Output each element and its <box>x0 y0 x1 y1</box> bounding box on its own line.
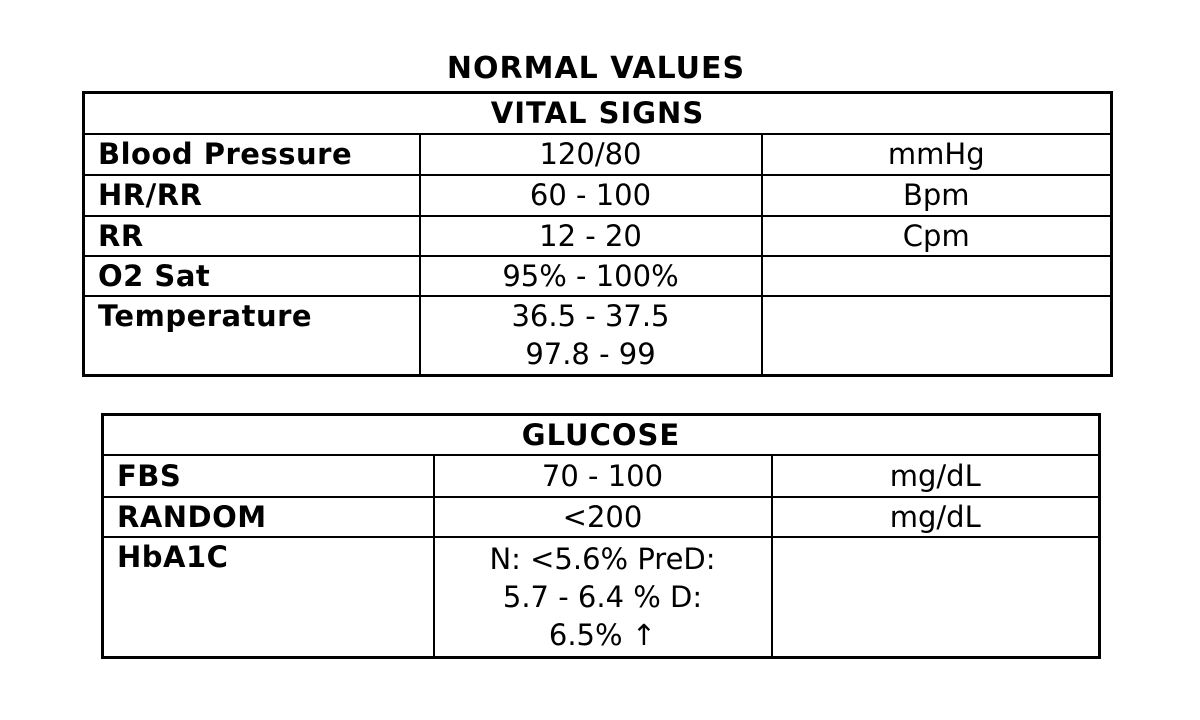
value-line: 97.8 - 99 <box>525 337 656 372</box>
value-line: 6.5% ↑ <box>548 617 657 652</box>
value-line: 5.7 - 6.4 % D: <box>502 579 703 614</box>
row-unit: mmHg <box>760 132 1113 176</box>
table-header-row: VITAL SIGNS <box>82 91 1113 135</box>
row-value: 60 - 100 <box>418 173 763 217</box>
table-row: RANDOM <200 mg/dL <box>101 496 1101 538</box>
row-unit <box>760 294 1113 377</box>
row-value: 12 - 20 <box>418 214 763 257</box>
row-value: N: <5.6% PreD: 5.7 - 6.4 % D: 6.5% ↑ <box>432 536 773 658</box>
table-row: Blood Pressure 120/80 mmHg <box>82 132 1113 176</box>
value-line: 36.5 - 37.5 <box>511 299 670 334</box>
row-unit: mg/dL <box>770 454 1101 498</box>
row-value: 36.5 - 37.5 97.8 - 99 <box>418 294 763 377</box>
row-label: HR/RR <box>82 173 421 217</box>
row-value: 120/80 <box>418 132 763 176</box>
row-value: 70 - 100 <box>432 454 773 498</box>
row-unit: Cpm <box>760 214 1113 257</box>
row-unit: Bpm <box>760 173 1113 217</box>
page-title: NORMAL VALUES <box>446 51 746 86</box>
table-row: RR 12 - 20 Cpm <box>82 214 1113 257</box>
value-line: N: <5.6% PreD: <box>489 541 716 576</box>
row-label: RANDOM <box>101 496 435 538</box>
table-row: FBS 70 - 100 mg/dL <box>101 454 1101 498</box>
row-unit: mg/dL <box>770 496 1101 538</box>
row-unit <box>760 254 1113 297</box>
row-value: 95% - 100% <box>418 254 763 297</box>
table-row: HR/RR 60 - 100 Bpm <box>82 173 1113 217</box>
table-row: O2 Sat 95% - 100% <box>82 254 1113 297</box>
row-label: RR <box>82 214 421 257</box>
row-label: Temperature <box>82 294 421 377</box>
row-value: <200 <box>432 496 773 538</box>
glucose-table: GLUCOSE FBS 70 - 100 mg/dL RANDOM <200 m… <box>101 413 1101 659</box>
row-label: O2 Sat <box>82 254 421 297</box>
row-unit <box>770 536 1101 658</box>
vital-signs-header: VITAL SIGNS <box>82 91 1113 135</box>
table-row: HbA1C N: <5.6% PreD: 5.7 - 6.4 % D: 6.5%… <box>101 536 1101 658</box>
row-label: Blood Pressure <box>82 132 421 176</box>
table-header-row: GLUCOSE <box>101 413 1101 456</box>
row-label: HbA1C <box>101 536 435 658</box>
table-row: Temperature 36.5 - 37.5 97.8 - 99 <box>82 294 1113 377</box>
row-label: FBS <box>101 454 435 498</box>
vital-signs-table: VITAL SIGNS Blood Pressure 120/80 mmHg H… <box>82 91 1113 377</box>
glucose-header: GLUCOSE <box>101 413 1101 456</box>
